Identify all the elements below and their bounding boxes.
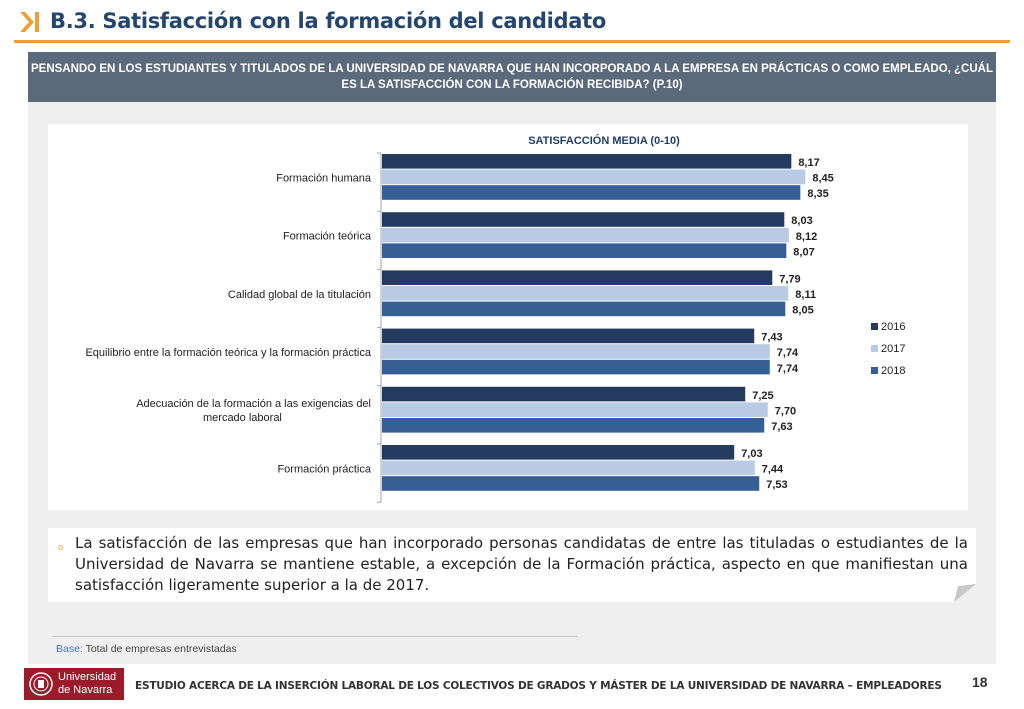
bar-2018 — [382, 185, 801, 200]
data-label-2018: 7,63 — [771, 421, 792, 433]
category-label: Formación humana — [276, 172, 372, 184]
bar-2017 — [382, 286, 789, 301]
bar-2017 — [382, 402, 768, 417]
data-label-2016: 8,17 — [798, 157, 819, 169]
page-fold-icon — [954, 584, 976, 602]
title-bar: B.3. Satisfacción con la formación del c… — [0, 0, 1024, 44]
data-label-2016: 7,43 — [761, 332, 782, 344]
legend-label: 2018 — [881, 365, 905, 377]
footer-text: ESTUDIO ACERCA DE LA INSERCIÓN LABORAL D… — [135, 680, 942, 692]
chart-title: SATISFACCIÓN MEDIA (0-10) — [528, 134, 680, 147]
seal-icon — [29, 672, 53, 696]
data-label-2018: 8,07 — [793, 246, 814, 258]
summary-text: La satisfacción de las empresas que han … — [75, 534, 968, 594]
bar-2018 — [382, 243, 787, 258]
data-label-2016: 7,25 — [752, 390, 773, 402]
data-label-2018: 7,74 — [777, 363, 799, 375]
data-label-2016: 7,79 — [779, 273, 800, 285]
bar-2016 — [382, 386, 746, 402]
bar-2016 — [382, 154, 792, 169]
data-label-2018: 8,35 — [807, 188, 828, 200]
bar-chart: SATISFACCIÓN MEDIA (0-10) Formación human… — [85, 134, 905, 503]
bar-2017 — [382, 460, 755, 476]
legend-label: 2016 — [881, 321, 905, 333]
bar-2016 — [382, 445, 735, 460]
data-label-2016: 8,03 — [791, 215, 812, 227]
bar-2017 — [382, 344, 770, 359]
legend-swatch — [871, 323, 878, 330]
bar-2018 — [382, 359, 770, 375]
bullet-icon: o — [58, 542, 64, 552]
bar-2018 — [382, 418, 765, 433]
page-number: 18 — [972, 674, 988, 690]
category-label: Formación teórica — [283, 231, 372, 243]
bar-2016 — [382, 212, 785, 227]
question-banner: PENSANDO EN LOS ESTUDIANTES Y TITULADOS … — [28, 52, 996, 102]
chevron-right-icon — [20, 12, 39, 32]
bar-2017 — [382, 227, 789, 243]
data-label-2017: 7,74 — [777, 347, 799, 359]
page-title: B.3. Satisfacción con la formación del c… — [50, 9, 606, 33]
data-label-2017: 8,45 — [812, 173, 833, 185]
logo-line-2: de Navarra — [58, 684, 113, 696]
data-label-2017: 8,12 — [796, 231, 817, 243]
university-logo: Universidad de Navarra — [24, 668, 124, 700]
data-label-2018: 7,53 — [766, 479, 787, 491]
category-label: Adecuación de la formación a las exigenc… — [136, 398, 371, 424]
category-label: Equilibrio entre la formación teórica y … — [85, 347, 371, 359]
base-label: Base: — [56, 643, 83, 655]
bar-2016 — [382, 270, 773, 285]
legend-swatch — [871, 345, 878, 352]
base-value: Total de empresas entrevistadas — [85, 643, 237, 655]
data-label-2017: 8,11 — [795, 289, 816, 301]
category-label: Formación práctica — [277, 463, 371, 475]
bar-2017 — [382, 169, 806, 185]
data-label-2016: 7,03 — [741, 448, 762, 460]
chart-panel: SATISFACCIÓN MEDIA (0-10) Formación human… — [48, 124, 968, 510]
legend-swatch — [871, 367, 878, 374]
data-label-2018: 8,05 — [792, 305, 813, 317]
category-label: Calidad global de la titulación — [228, 289, 371, 301]
base-divider — [52, 636, 578, 637]
data-label-2017: 7,70 — [775, 405, 796, 417]
bar-2018 — [382, 301, 786, 317]
title-divider — [14, 40, 1010, 43]
summary-box: o La satisfacción de las empresas que ha… — [48, 528, 976, 602]
data-label-2017: 7,44 — [762, 464, 784, 476]
base-note: Base: Total de empresas entrevistadas — [56, 643, 237, 655]
legend-label: 2017 — [881, 343, 905, 355]
bar-2018 — [382, 476, 760, 491]
bar-2016 — [382, 328, 755, 344]
logo-line-1: Universidad — [58, 671, 117, 683]
